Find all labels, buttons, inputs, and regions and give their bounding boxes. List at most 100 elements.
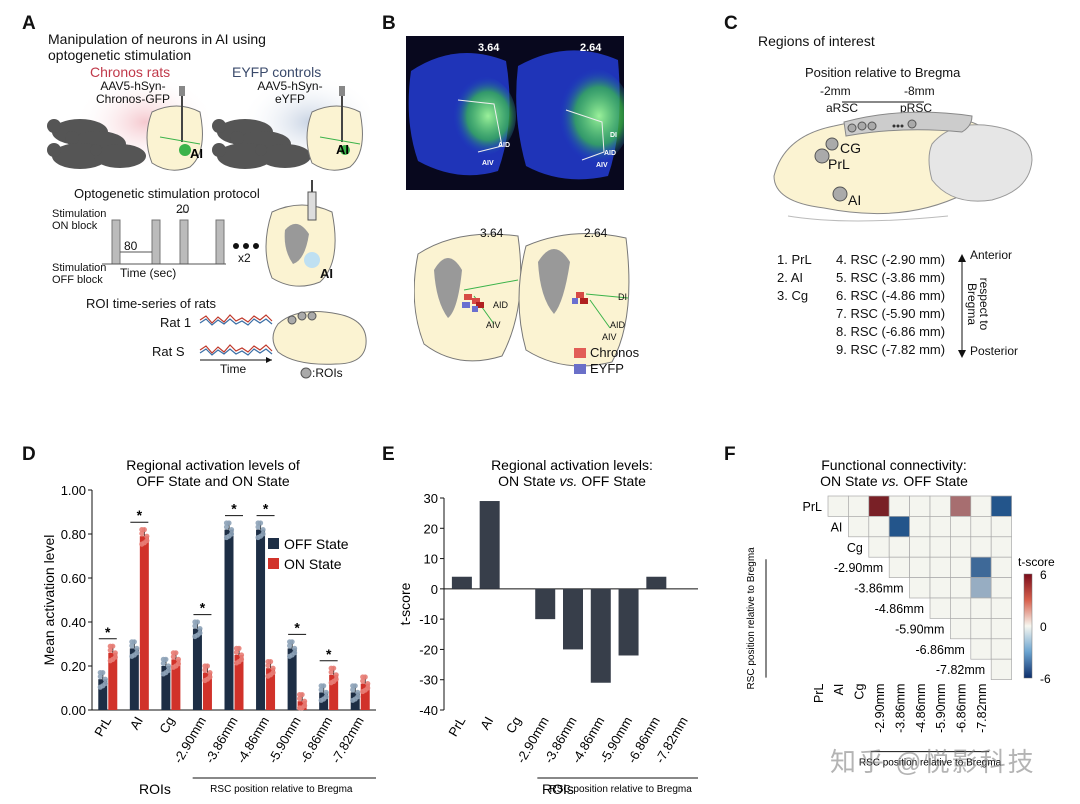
ai-label: AI	[848, 192, 862, 208]
chart-e-ytick-label: 0	[431, 582, 438, 597]
respect-to-bregma: respect to Bregma	[965, 260, 991, 340]
chart-d-point	[194, 619, 201, 625]
chart-e-title-part: OFF State	[577, 473, 646, 489]
histology-di-2: DI	[610, 132, 617, 139]
chart-d-point	[165, 663, 171, 669]
chart-d-xlabel: ROIs	[139, 781, 171, 797]
chart-d-point	[175, 661, 181, 667]
panel-a-title: Manipulation of neurons in AI using opto…	[48, 31, 266, 63]
chart-f-col-label: -4.86mm	[914, 684, 928, 733]
chart-f-row-label: -6.86mm	[915, 643, 964, 657]
chart-d-ytick-label: 0.80	[61, 527, 86, 542]
chart-d-xtick-label: PrL	[91, 714, 114, 739]
roi-series-title: ROI time-series of rats	[86, 296, 217, 311]
off-duration-label: 80	[124, 239, 138, 253]
chart-d-bar	[360, 683, 370, 710]
chart-f-cell	[868, 516, 890, 538]
chart-f-cell	[990, 516, 1012, 538]
chart-f-cell	[950, 556, 972, 578]
chart-d-point	[129, 643, 135, 649]
placement-di-2: DI	[618, 292, 627, 302]
chart-f-col-label: -5.90mm	[934, 684, 948, 733]
chart-f-cell	[990, 536, 1012, 558]
chart-e-xtick-label: AI	[477, 714, 496, 732]
legend-chronos-swatch	[574, 348, 586, 358]
chart-f-cell	[868, 495, 890, 517]
chart-f-cell	[970, 495, 992, 517]
histology-section-1: 3.64	[478, 42, 500, 54]
respect-text: respect to Bregma	[965, 277, 991, 331]
chart-d-point	[302, 698, 308, 704]
chart-d-point	[160, 660, 166, 666]
chart-d-point	[331, 665, 337, 671]
chart-f-cell	[970, 536, 992, 558]
placement-section-2: 2.64	[584, 226, 608, 240]
chart-d-sig-marker: *	[326, 646, 332, 662]
chart-d-title-line2: OFF State and ON State	[136, 473, 290, 489]
chart-f-cell	[950, 495, 972, 517]
chart-f-cell	[929, 597, 951, 619]
eyfp-region: AI	[336, 142, 349, 157]
chart-f-cell	[929, 536, 951, 558]
chart-e-ytick-label: -20	[419, 642, 438, 657]
chart-d-ytick-label: 0.20	[61, 659, 86, 674]
chart-e-bar	[618, 588, 639, 656]
chart-d-bar	[224, 529, 234, 710]
chart-d-point	[131, 639, 137, 645]
chart-e-ytick-label: -30	[419, 673, 438, 688]
chart-f-col-label: -6.86mm	[955, 684, 969, 733]
chart-d-point	[302, 703, 308, 709]
chart-d-point	[163, 656, 169, 662]
chronos-region: AI	[190, 146, 203, 161]
chart-d-sig-marker: *	[105, 624, 111, 640]
chart-d-xtick-label: AI	[127, 714, 146, 732]
chart-f-cell	[990, 495, 1012, 517]
chart-f-row-label: AI	[831, 520, 843, 534]
chart-f-cell	[929, 577, 951, 599]
chart-d-ytick-label: 0.40	[61, 615, 86, 630]
legend-eyfp: EYFP	[590, 361, 624, 376]
chart-d-point	[260, 527, 266, 533]
chart-d-point	[267, 659, 274, 665]
chart-f-cell	[990, 597, 1012, 619]
chart-f-cell	[970, 577, 992, 599]
chart-f-cell	[909, 495, 931, 517]
chart-f-cell	[827, 495, 849, 517]
placement-aid-1: AID	[493, 300, 509, 310]
chart-f-col-label: -7.82mm	[975, 684, 989, 733]
legend-eyfp-swatch	[574, 364, 586, 374]
panel-d-label: D	[22, 444, 36, 465]
chart-d-point	[141, 527, 147, 533]
chart-e-ytick-label: 30	[424, 491, 438, 506]
chart-d-point	[365, 681, 371, 687]
chart-d-point	[238, 656, 245, 662]
placement-section-1: 3.64	[480, 226, 504, 240]
chart-d-bar	[129, 648, 139, 710]
mm-8-label: -8mm	[904, 84, 935, 98]
chart-d-ytick-label: 1.00	[61, 483, 86, 498]
rat-1-label: Rat 1	[160, 315, 192, 330]
chart-d-point	[360, 678, 366, 684]
chart-e-ytick-label: -10	[419, 612, 438, 627]
chart-d-bar	[266, 668, 276, 710]
roi-list-item: 3. Cg	[777, 288, 809, 303]
chart-d-point	[144, 538, 150, 544]
chart-f-cell	[990, 658, 1012, 680]
brain-section-chronos-icon	[146, 86, 203, 171]
chart-d-point	[297, 695, 303, 702]
chart-f-title-part: ON State	[820, 473, 881, 489]
histology-aiv-2: AIV	[596, 162, 608, 169]
chart-f-cell	[909, 556, 931, 578]
roi-list-item: 8. RSC (-6.86 mm)	[836, 324, 946, 339]
chart-f-cell	[848, 516, 870, 538]
panel-c-title: Regions of interest	[758, 33, 875, 49]
histology-aid-1: AID	[498, 142, 511, 149]
chart-e-bar	[590, 588, 611, 683]
chart-e-bar	[451, 576, 472, 589]
chart-f-cell	[970, 618, 992, 640]
chart-d-point	[321, 683, 327, 689]
chart-d-bar	[256, 529, 266, 710]
chart-d-ytick-label: 0.60	[61, 571, 86, 586]
roi-legend-icon	[300, 367, 312, 379]
